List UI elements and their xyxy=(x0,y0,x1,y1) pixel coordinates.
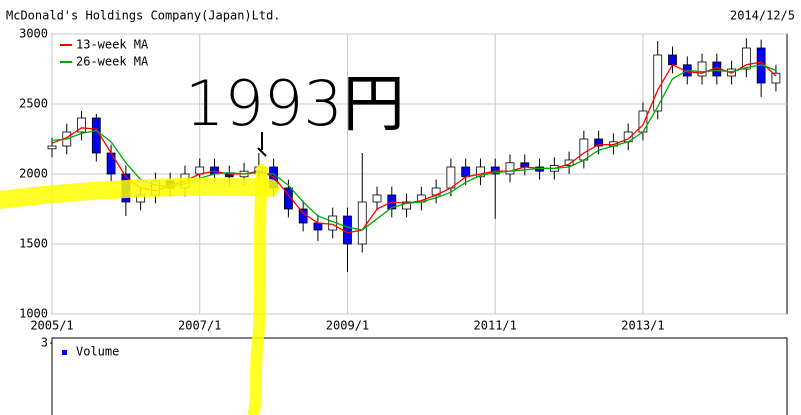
candle-body xyxy=(461,166,471,178)
candle-body xyxy=(490,166,500,175)
chart-date: 2014/12/5 xyxy=(730,9,795,23)
candle-body xyxy=(638,110,648,133)
legend-label: Volume xyxy=(76,345,119,359)
candle-body xyxy=(741,47,751,70)
chart-title: McDonald's Holdings Company(Japan)Ltd. xyxy=(6,9,281,23)
x-tick-label: 2009/1 xyxy=(326,319,369,333)
y-tick-label: 3000 xyxy=(19,27,48,41)
candle-body xyxy=(77,117,86,133)
candle-body xyxy=(47,145,57,150)
candle-body xyxy=(106,152,116,175)
hand-mark xyxy=(257,132,267,157)
legend-swatch xyxy=(62,350,67,355)
x-tick-label: 2007/1 xyxy=(178,319,221,333)
legend-label: 13-week MA xyxy=(76,38,149,52)
candle-body xyxy=(313,222,323,231)
x-tick-label: 2005/1 xyxy=(30,319,73,333)
candle-body xyxy=(476,166,485,178)
candle-body xyxy=(446,166,456,189)
candle-body xyxy=(668,54,677,66)
candle-body xyxy=(283,187,293,210)
candle-body xyxy=(343,215,352,245)
highlight-stroke xyxy=(0,177,279,209)
candle-body xyxy=(402,201,411,210)
candle-body xyxy=(564,159,574,166)
candle-body xyxy=(579,138,589,161)
candle-body xyxy=(298,208,308,224)
y-tick-label: 3 xyxy=(41,336,48,350)
x-tick-label: 2011/1 xyxy=(474,319,517,333)
candle-body xyxy=(357,201,367,245)
candle-body xyxy=(372,194,382,203)
y-tick-label: 2500 xyxy=(19,97,48,111)
candle-body xyxy=(210,166,219,175)
y-tick-label: 1000 xyxy=(19,307,48,321)
hand-annotation: 1993円 xyxy=(185,67,405,140)
candle-body xyxy=(771,72,781,84)
candle-body xyxy=(91,117,101,154)
candle-body xyxy=(594,138,604,147)
x-tick-label: 2013/1 xyxy=(621,319,664,333)
candle-body xyxy=(505,162,515,175)
candle-body xyxy=(697,61,707,77)
y-tick-label: 2000 xyxy=(19,167,48,181)
volume-frame xyxy=(51,337,788,415)
legend-label: 26-week MA xyxy=(76,55,149,69)
highlight-stroke xyxy=(248,164,268,415)
y-tick-label: 1500 xyxy=(19,237,48,251)
